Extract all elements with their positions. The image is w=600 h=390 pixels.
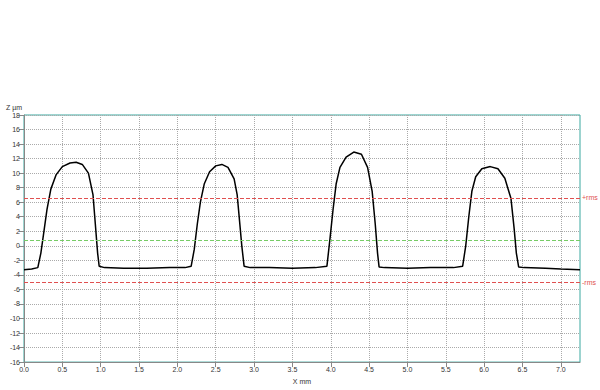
svg-text:8: 8 xyxy=(16,184,20,191)
svg-text:7.0: 7.0 xyxy=(556,366,566,373)
svg-text:Z µm: Z µm xyxy=(6,104,23,111)
svg-text:4.5: 4.5 xyxy=(364,366,374,373)
svg-text:5.0: 5.0 xyxy=(403,366,413,373)
svg-text:4: 4 xyxy=(16,213,20,220)
svg-text:-12: -12 xyxy=(10,330,20,337)
svg-text:0: 0 xyxy=(16,242,20,249)
svg-text:-8: -8 xyxy=(14,300,20,307)
svg-text:-14: -14 xyxy=(10,344,20,351)
svg-text:6: 6 xyxy=(16,199,20,206)
svg-text:2.0: 2.0 xyxy=(173,366,183,373)
svg-text:10: 10 xyxy=(12,170,20,177)
svg-text:6.0: 6.0 xyxy=(479,366,489,373)
svg-text:X mm: X mm xyxy=(293,378,311,385)
svg-text:1.5: 1.5 xyxy=(134,366,144,373)
svg-text:6.5: 6.5 xyxy=(518,366,528,373)
svg-text:-10: -10 xyxy=(10,315,20,322)
svg-text:-2: -2 xyxy=(14,257,20,264)
svg-text:2: 2 xyxy=(16,228,20,235)
svg-text:-6: -6 xyxy=(14,286,20,293)
svg-text:-rms: -rms xyxy=(582,279,596,286)
svg-text:14: 14 xyxy=(12,141,20,148)
svg-text:3.5: 3.5 xyxy=(288,366,298,373)
svg-text:16: 16 xyxy=(12,126,20,133)
svg-text:3.0: 3.0 xyxy=(249,366,259,373)
svg-text:0.0: 0.0 xyxy=(19,366,29,373)
svg-text:1.0: 1.0 xyxy=(96,366,106,373)
svg-text:0.5: 0.5 xyxy=(57,366,67,373)
svg-text:-16: -16 xyxy=(10,359,20,366)
svg-text:18: 18 xyxy=(12,112,20,119)
svg-text:2.5: 2.5 xyxy=(211,366,221,373)
svg-text:12: 12 xyxy=(12,155,20,162)
svg-text:5.5: 5.5 xyxy=(441,366,451,373)
svg-text:4.0: 4.0 xyxy=(326,366,336,373)
svg-text:+rms: +rms xyxy=(582,194,598,201)
svg-text:-4: -4 xyxy=(14,271,20,278)
